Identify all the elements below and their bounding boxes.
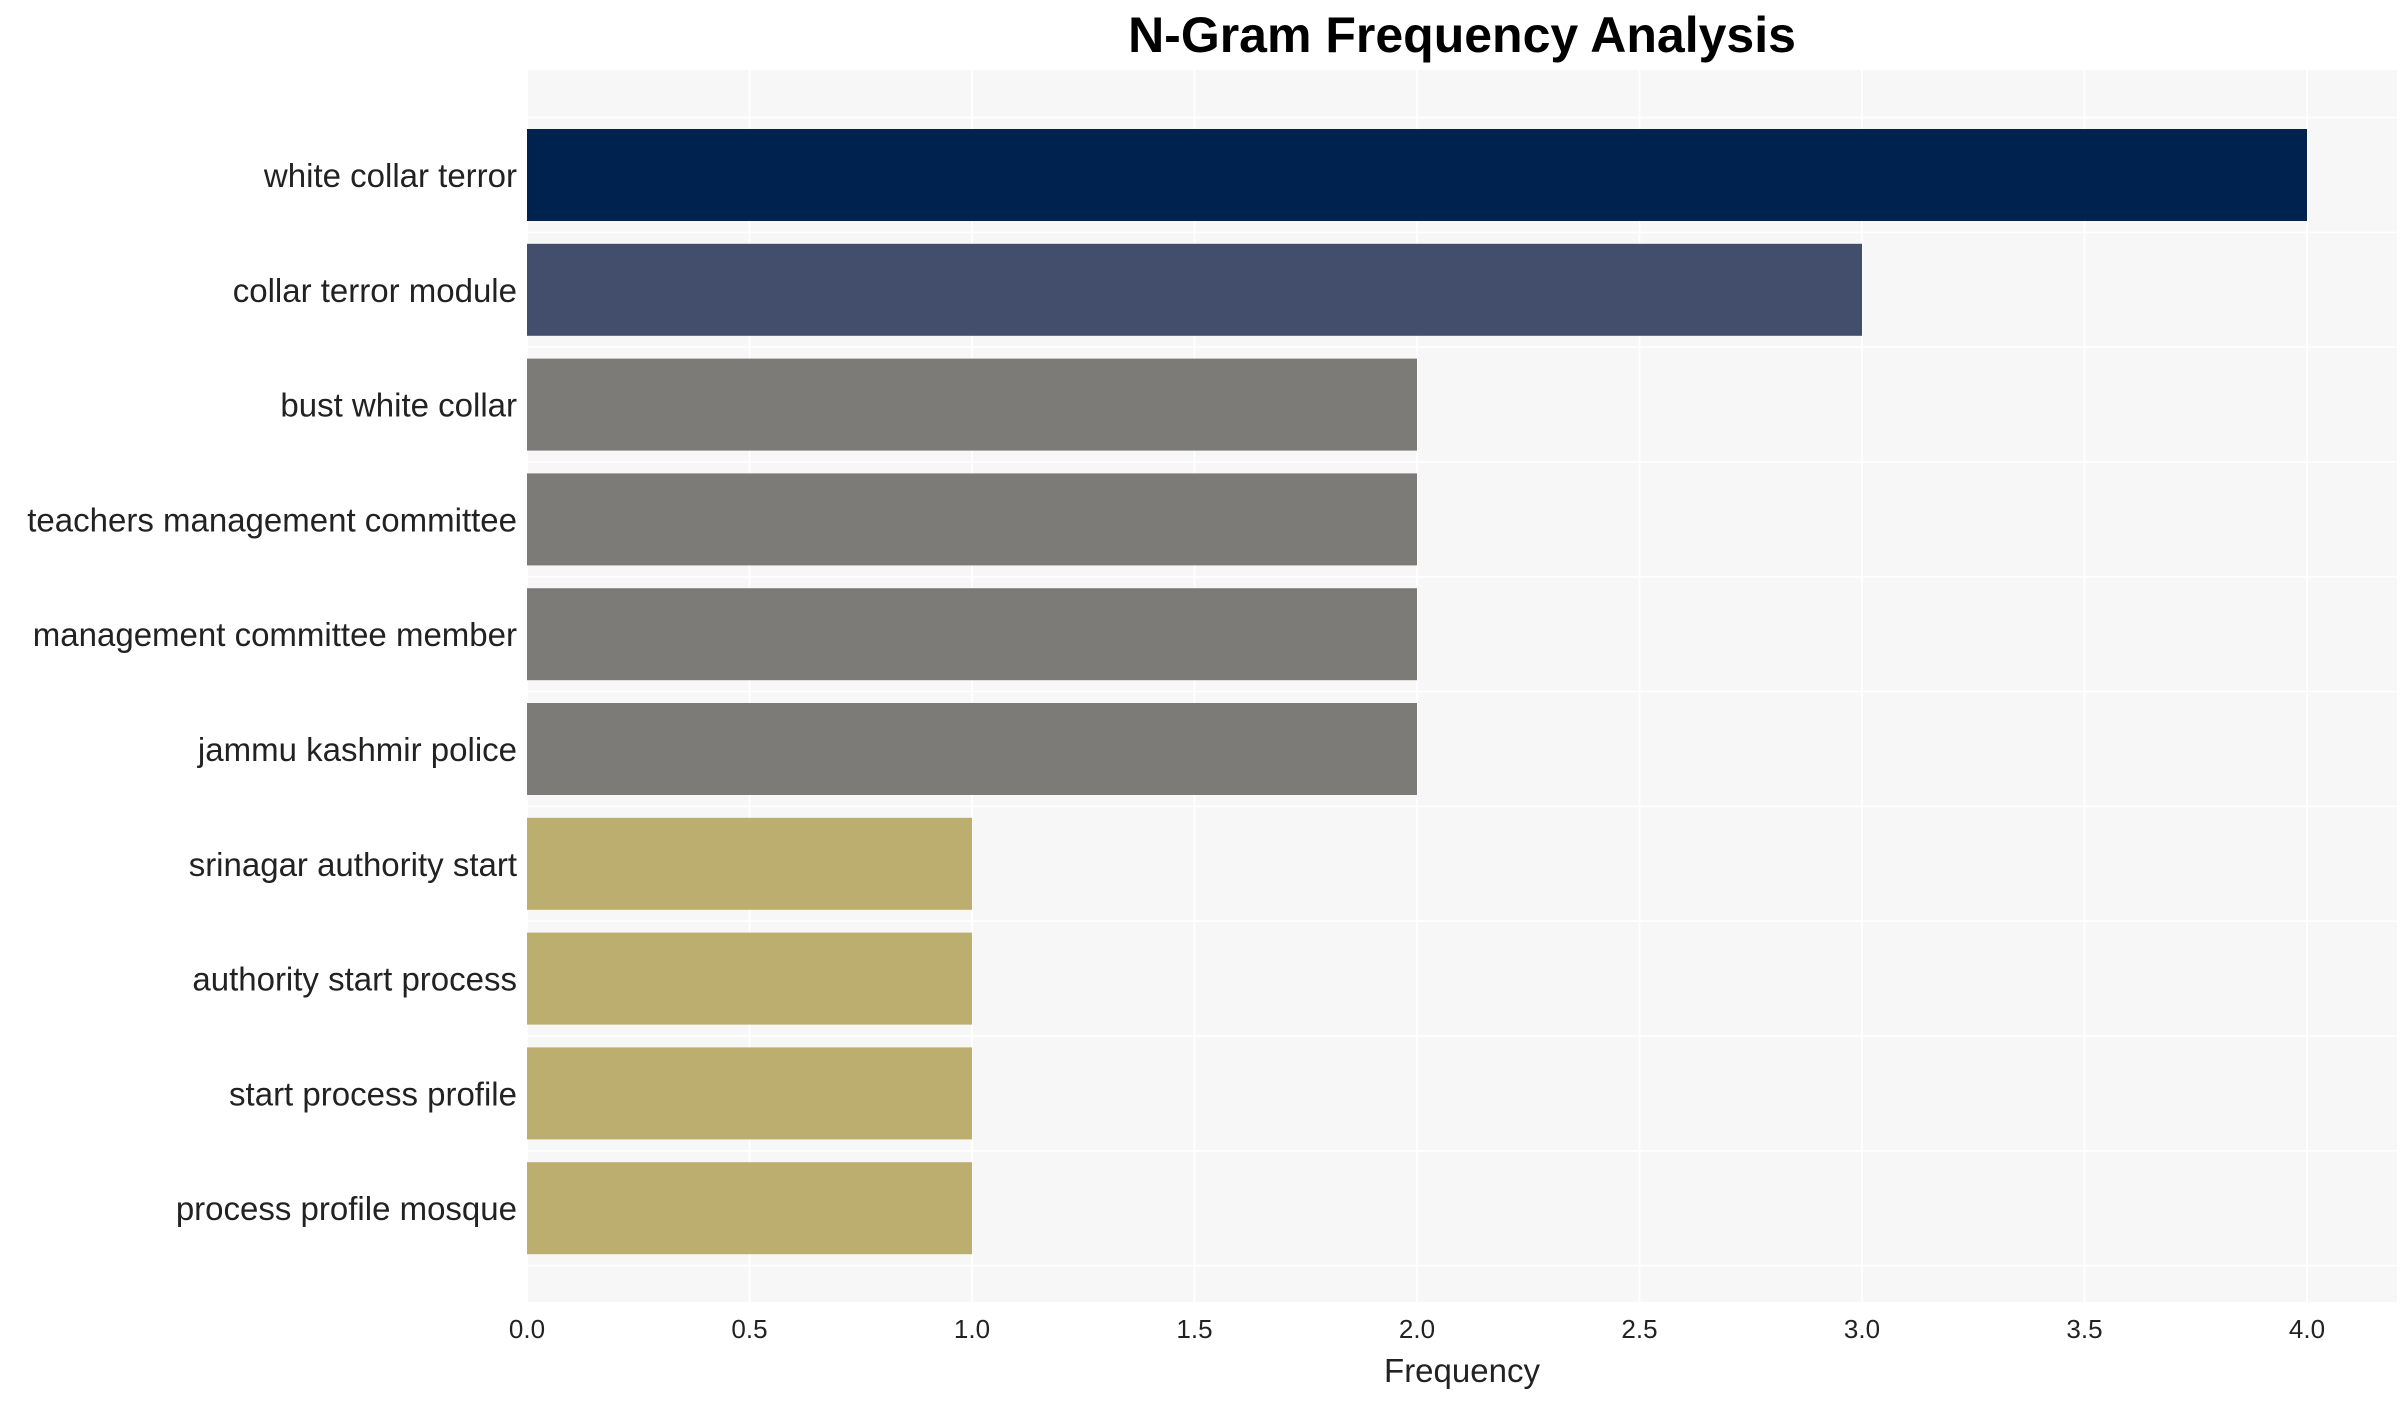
- x-tick-label: 4.0: [2289, 1314, 2325, 1344]
- x-tick-label: 3.0: [1844, 1314, 1880, 1344]
- bar: [527, 1162, 972, 1255]
- x-tick-label: 0.0: [509, 1314, 545, 1344]
- y-tick-label: white collar terror: [263, 157, 517, 194]
- y-tick-labels: white collar terror collar terror module b…: [27, 157, 517, 1227]
- bar: [527, 473, 1417, 566]
- bar: [527, 129, 2307, 221]
- y-tick-label: srinagar authority start: [189, 846, 517, 883]
- bar: [527, 358, 1417, 451]
- y-tick-label: process profile mosque: [176, 1190, 517, 1227]
- y-tick-label: collar terror module: [233, 272, 517, 309]
- bar: [527, 243, 1862, 336]
- bar: [527, 703, 1417, 795]
- x-axis-label: Frequency: [1384, 1352, 1540, 1389]
- y-tick-label: jammu kashmir police: [197, 731, 517, 768]
- chart-title: N-Gram Frequency Analysis: [1128, 7, 1796, 63]
- x-tick-label: 2.5: [1621, 1314, 1657, 1344]
- y-tick-label: teachers management committee: [27, 501, 517, 538]
- bar: [527, 1047, 972, 1140]
- y-tick-label: management committee member: [33, 616, 517, 653]
- x-tick-label: 1.5: [1176, 1314, 1212, 1344]
- x-tick-label: 2.0: [1399, 1314, 1435, 1344]
- bar: [527, 817, 972, 910]
- x-tick-labels: 0.0 0.5 1.0 1.5 2.0 2.5 3.0 3.5 4.0: [509, 1314, 2325, 1344]
- bars: [527, 129, 2307, 1255]
- bar: [527, 932, 972, 1025]
- y-tick-label: authority start process: [192, 961, 517, 998]
- x-tick-label: 0.5: [731, 1314, 767, 1344]
- y-tick-label: bust white collar: [280, 387, 517, 424]
- y-tick-label: start process profile: [229, 1075, 517, 1112]
- bar: [527, 588, 1417, 681]
- x-tick-label: 3.5: [2066, 1314, 2102, 1344]
- x-tick-label: 1.0: [954, 1314, 990, 1344]
